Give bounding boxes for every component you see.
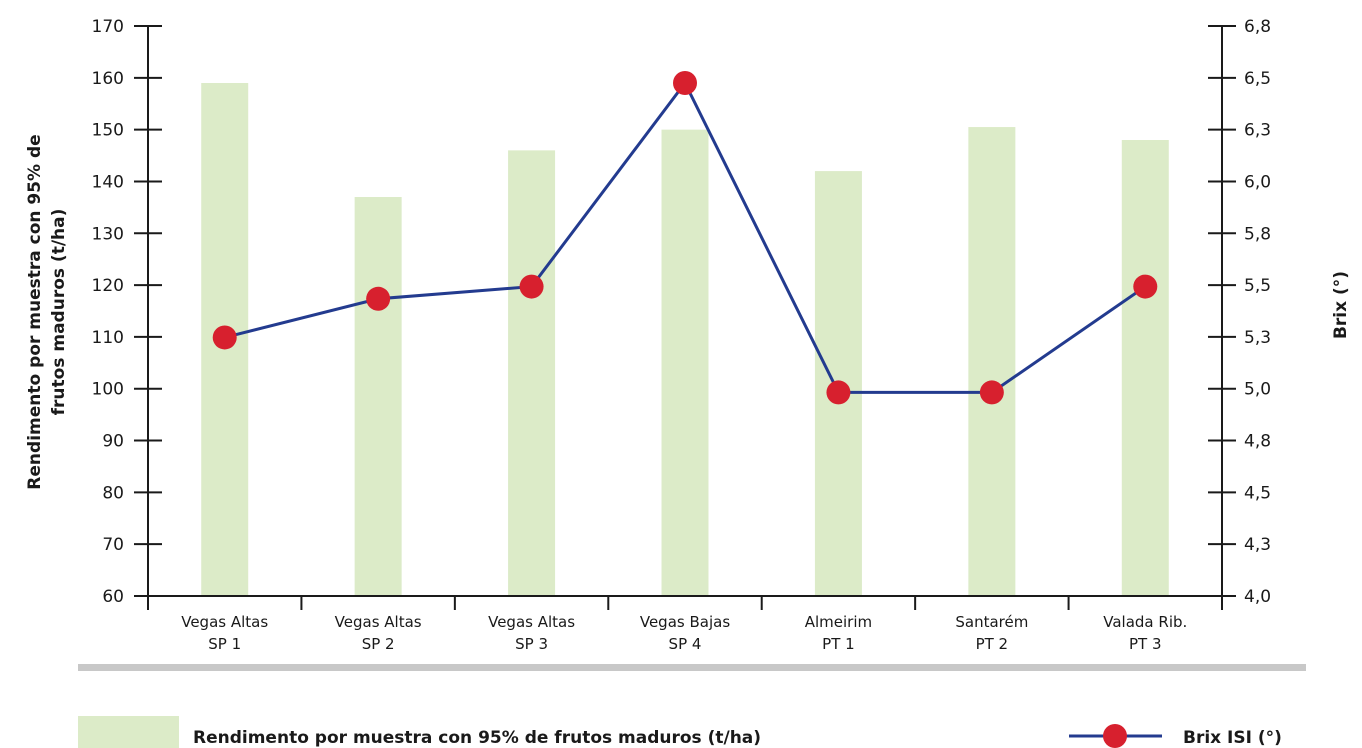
legend-divider <box>78 664 1306 671</box>
y-right-tick-label: 6,5 <box>1244 69 1271 89</box>
y-right-tick-label: 5,5 <box>1244 276 1271 296</box>
y-axis-left-title-line-2: frutos maduros (t/ha) <box>49 209 69 416</box>
x-tick-label: Valada Rib. PT 3 <box>1103 613 1187 653</box>
y-axis-left-title: Rendimento por muestra con 95% de frutos… <box>25 134 69 489</box>
legend-bar-label: Rendimento por muestra con 95% de frutos… <box>193 728 761 748</box>
y-left-tick-label: 60 <box>102 587 124 607</box>
legend-bar-swatch <box>78 716 179 748</box>
y-right-tick-label: 6,3 <box>1244 121 1271 141</box>
x-tick-label: Vegas Altas SP 2 <box>335 613 422 653</box>
x-tick-label: Vegas Bajas SP 4 <box>640 613 730 653</box>
line-series <box>212 71 1158 405</box>
brix-point-1 <box>212 325 237 350</box>
y-axis-left-title-line-1: Rendimento por muestra con 95% de <box>25 134 45 489</box>
y-left-tick-label: 80 <box>102 483 124 503</box>
y-left-tick-label: 140 <box>92 172 124 192</box>
x-tick-label: Santarém PT 2 <box>955 613 1028 653</box>
y-right-tick-label: 6,0 <box>1244 172 1271 192</box>
y-left-tick-label: 70 <box>102 535 124 555</box>
brix-point-5 <box>826 380 851 405</box>
bar-2 <box>354 197 402 596</box>
x-tick-label: Almeirim PT 1 <box>805 613 872 653</box>
bar-3 <box>508 150 556 596</box>
labels: 60 70 80 90 100 110 120 130 140 150 160 170 4,0 4,3 4,… <box>92 17 1272 653</box>
legend-line-label: Brix ISI (°) <box>1183 728 1282 748</box>
bar-series <box>201 83 1169 597</box>
y-right-tick-label: 5,0 <box>1244 380 1271 400</box>
bar-7 <box>1121 140 1169 596</box>
bar-4 <box>661 129 709 597</box>
brix-point-7 <box>1133 274 1158 299</box>
axes <box>134 25 1236 610</box>
y-left-tick-label: 90 <box>102 432 124 452</box>
y-left-tick-label: 130 <box>92 224 124 244</box>
x-tick-label: Vegas Altas SP 3 <box>488 613 575 653</box>
y-right-tick-label: 5,8 <box>1244 224 1271 244</box>
y-left-tick-label: 170 <box>92 17 124 37</box>
brix-point-3 <box>519 274 544 299</box>
y-right-tick-label: 4,3 <box>1244 535 1271 555</box>
y-right-tick-label: 4,8 <box>1244 432 1271 452</box>
y-axis-right-title: Brix (°) <box>1331 271 1351 339</box>
y-right-tick-label: 5,3 <box>1244 328 1271 348</box>
y-left-tick-label: 120 <box>92 276 124 296</box>
y-left-tick-label: 160 <box>92 69 124 89</box>
brix-point-6 <box>979 380 1004 405</box>
legend-line-marker <box>1103 724 1127 748</box>
bar-6 <box>968 127 1016 596</box>
y-right-tick-label: 4,0 <box>1244 587 1271 607</box>
y-left-tick-label: 150 <box>92 121 124 141</box>
y-left-tick-label: 100 <box>92 380 124 400</box>
y-left-tick-label: 110 <box>92 328 124 348</box>
x-tick-label: Vegas Altas SP 1 <box>181 613 268 653</box>
y-right-tick-label: 6,8 <box>1244 17 1271 37</box>
brix-point-4 <box>673 71 697 95</box>
y-right-tick-label: 4,5 <box>1244 483 1271 503</box>
brix-point-2 <box>366 286 391 311</box>
